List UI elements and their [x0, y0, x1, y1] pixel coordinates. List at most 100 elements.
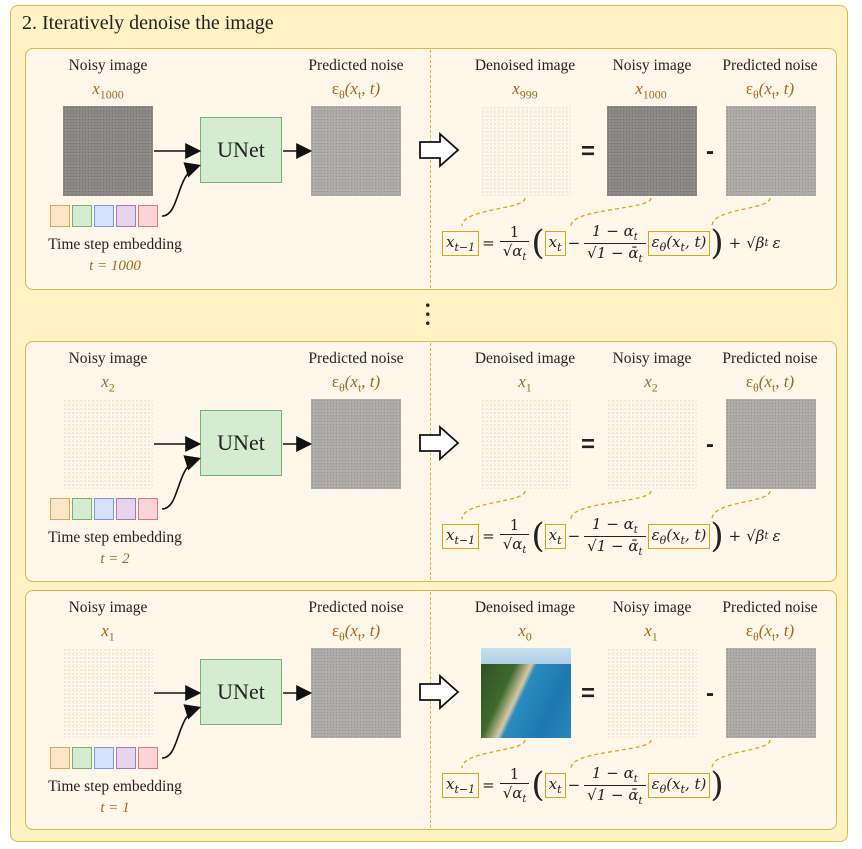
unet-block: UNet [200, 117, 282, 183]
theta-subscript: θ [338, 87, 345, 102]
predicted-noise-label: Predicted noise [308, 599, 404, 616]
formula-xt-box: xt [544, 772, 566, 798]
eps-args-subscript: t [357, 380, 362, 395]
formula-paren-close: ) [710, 516, 724, 556]
embedding-cell [138, 205, 158, 227]
formula-paren-open: ( [531, 516, 545, 556]
formula-sqrt-one-minus-alpha-bar: √1 − ᾱ [587, 536, 639, 555]
formula-sqrt-alpha: √α [502, 784, 523, 802]
formula-frac2-den: √1 − ᾱt [584, 244, 645, 265]
formula-fraction-1: 1 √αt [499, 223, 530, 263]
time-step-embedding-label: Time step embedding [48, 236, 182, 253]
formula-xt-sub: t [557, 240, 562, 254]
formula-frac1-den: √αt [500, 784, 530, 805]
formula-eps-args: (x [666, 525, 681, 544]
formula-alpha-sub: t [522, 252, 527, 263]
formula-alpha-sub: t [633, 773, 638, 785]
formula-lhs-box: xt−1 [442, 772, 480, 798]
var-subscript: 1 [525, 380, 532, 395]
var-subscript: 0 [525, 629, 532, 644]
formula-frac1-num: 1 [499, 223, 530, 242]
time-step-embedding [50, 747, 160, 769]
formula-paren-open: ( [531, 765, 545, 805]
eps-symbol: ε [745, 372, 753, 391]
formula-xt: x [548, 525, 558, 544]
formula-beta-sub: t [764, 530, 769, 542]
denoised-image-label: Denoised image [474, 350, 576, 367]
predicted-noise-label: Predicted noise [722, 599, 818, 616]
formula-minus: − [567, 234, 581, 252]
formula-equals: = [482, 527, 495, 545]
minus-sign: - [706, 431, 714, 458]
eps-args-close: , t) [361, 372, 381, 391]
formula-alpha-sub: t [633, 231, 638, 243]
eps-symbol: ε [331, 621, 339, 640]
noisy-image-label: Noisy image [612, 599, 692, 616]
section-title: 2. Iteratively denoise the image [22, 12, 274, 34]
rhs-var-label: x2 [606, 372, 696, 395]
formula-lhs-sub: t−1 [454, 240, 476, 254]
unet-block: UNet [200, 410, 282, 476]
denoised-image [481, 648, 571, 738]
formula-paren-close: ) [710, 223, 724, 263]
eps-args-subscript: t [771, 380, 776, 395]
eps-args: (x [758, 372, 772, 391]
formula-eps-args-close: , t) [684, 525, 707, 544]
eps-args-close: , t) [775, 372, 795, 391]
theta-subscript: θ [752, 87, 759, 102]
var-subscript: 2 [651, 380, 658, 395]
denoised-var-label: x999 [480, 79, 570, 102]
panel-divider [430, 592, 431, 828]
noisy-image-label: Noisy image [612, 350, 692, 367]
formula-sqrt-alpha: √α [502, 242, 523, 260]
formula-plus: + [728, 234, 742, 252]
eps-symbol: ε [331, 79, 339, 98]
embedding-cell [72, 747, 92, 769]
formula-frac2-num: 1 − αt [584, 764, 646, 786]
equals-sign: = [581, 431, 596, 458]
formula-frac2-den: √1 − ᾱt [584, 537, 645, 558]
formula-sqrt-alpha: √α [502, 535, 523, 553]
time-step-embedding [50, 498, 160, 520]
predicted-noise-rhs-image [726, 106, 816, 196]
var-symbol: x [518, 621, 526, 640]
formula-alpha-bar-sub: t [638, 795, 643, 807]
var-subscript: 2 [108, 380, 115, 395]
update-formula: xt−1 = 1 √αt(xt −1 − αt √1 − ᾱt εθ(xt, t)) + √β t… [442, 511, 781, 561]
noisy-input-image [63, 106, 153, 196]
var-symbol: x [635, 79, 643, 98]
var-symbol: x [92, 79, 100, 98]
formula-fraction-1: 1 √αt [499, 765, 530, 805]
eps-symbol: ε [745, 79, 753, 98]
formula-paren-open: ( [531, 223, 545, 263]
eps-args: (x [344, 372, 358, 391]
predicted-noise-image [311, 648, 401, 738]
embedding-cell [116, 747, 136, 769]
predicted-noise-symbol: εθ(xt, t) [296, 621, 416, 644]
formula-alpha-sub: t [522, 545, 527, 556]
eps-symbol: ε [331, 372, 339, 391]
denoised-image-label: Denoised image [474, 599, 576, 616]
time-step-embedding-label: Time step embedding [48, 778, 182, 795]
formula-paren-close: ) [710, 765, 724, 805]
formula-frac2-den: √1 − ᾱt [584, 786, 645, 807]
formula-theta-sub: θ [659, 533, 667, 547]
embedding-cell [138, 498, 158, 520]
panel-step-2 [25, 341, 837, 582]
var-subscript: 1 [651, 629, 658, 644]
noisy-image-label: Noisy image [68, 350, 148, 367]
var-symbol: x [644, 372, 652, 391]
formula-equals: = [482, 234, 495, 252]
formula-eps: ε [651, 525, 660, 544]
formula-eps-args-sub: t [680, 782, 685, 796]
formula-eps-args-close: , t) [684, 232, 707, 251]
formula-sqrt-one-minus-alpha-bar: √1 − ᾱ [587, 785, 639, 804]
rhs-var-label: x1 [606, 621, 696, 644]
formula-xt-box: xt [544, 523, 566, 549]
eps-args-subscript: t [357, 629, 362, 644]
eps-symbol: ε [745, 621, 753, 640]
noisy-rhs-image [607, 648, 697, 738]
eps-args: (x [344, 79, 358, 98]
var-symbol: x [512, 79, 520, 98]
time-step-embedding [50, 205, 160, 227]
